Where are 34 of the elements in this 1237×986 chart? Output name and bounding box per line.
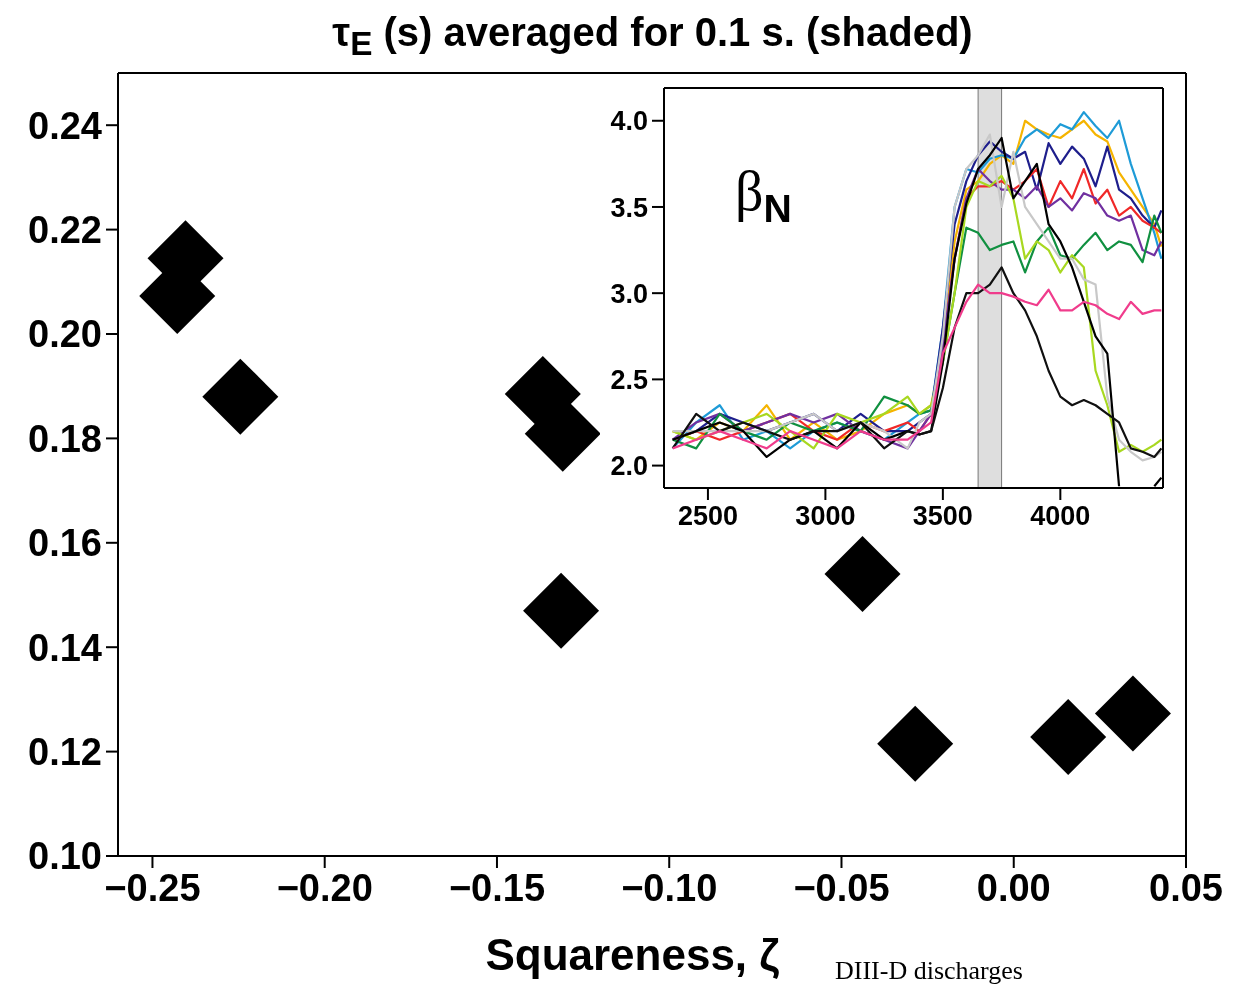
y-tick-label: 3.5 <box>610 192 648 223</box>
text: DIII-D discharges <box>835 956 1023 985</box>
point <box>1094 675 1171 752</box>
y-tick-label: 0.14 <box>28 626 102 669</box>
y-tick-label: 0.12 <box>28 731 102 774</box>
point <box>877 705 954 782</box>
point <box>202 358 279 435</box>
y-tick-label: 2.5 <box>610 364 648 395</box>
x-tick-label: 0.00 <box>976 866 1051 909</box>
x-tick-label: −0.20 <box>276 866 373 909</box>
y-tick-label: 2.0 <box>610 451 648 482</box>
point <box>523 572 600 649</box>
annotation: β$_{N}$ <box>735 160 792 231</box>
x-tick-label: 2500 <box>677 501 738 532</box>
x-tick-label: 4000 <box>1030 501 1091 532</box>
y-tick-label: 0.20 <box>28 313 102 356</box>
x-tick-label: 0.05 <box>1149 866 1223 909</box>
y-tick-label: 0.18 <box>28 417 102 460</box>
y-tick-label: 0.22 <box>28 209 102 252</box>
x-tick-label: −0.25 <box>104 866 201 909</box>
chart-title: τ$_{E}$ (s) averaged for 0.1 s. (shaded) <box>331 10 974 63</box>
y-tick-label: 0.10 <box>28 835 102 878</box>
x-tick-label: −0.15 <box>448 866 546 909</box>
x-tick-label: −0.10 <box>621 866 718 909</box>
y-tick-label: 0.24 <box>28 104 102 147</box>
y-tick-label: 4.0 <box>610 106 648 137</box>
point <box>1030 698 1107 775</box>
y-tick-label: 3.0 <box>610 278 648 309</box>
y-tick-label: 0.16 <box>28 522 102 565</box>
x-tick-label: 3000 <box>795 501 856 532</box>
x-tick-label: −0.05 <box>793 866 890 909</box>
point <box>824 536 901 613</box>
x-axis-title: Squareness, ζ <box>485 930 780 979</box>
x-tick-label: 3500 <box>912 501 973 532</box>
